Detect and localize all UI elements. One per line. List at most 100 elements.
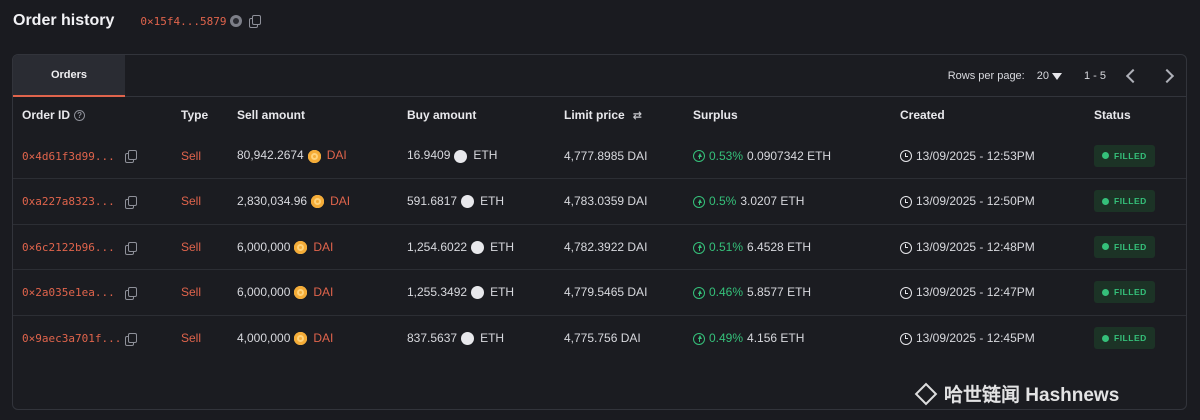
eth-token-icon [471,286,485,300]
clock-icon [900,196,912,209]
buy-amount: 1,255.3492 [407,285,468,300]
copy-order-id-icon[interactable] [124,196,137,210]
clock-icon [900,332,912,345]
col-sell-amount: Sell amount [237,108,306,122]
order-id-link[interactable]: 0×2a035e1ea... [22,286,115,300]
order-id-link[interactable]: 0×6c2122b96... [22,240,115,254]
order-id-cell: 0×2a035e1ea... [13,269,181,315]
status-text: FILLED [1114,150,1147,161]
copy-order-id-icon[interactable] [124,241,137,255]
order-type: Sell [181,148,202,163]
col-limit-price-label: Limit price [564,108,625,122]
status-badge: FILLED [1094,281,1155,304]
eth-token-icon [471,240,485,254]
arrow-up-circle-icon [693,241,705,254]
order-id-cell: 0×4d61f3d99... [13,133,181,179]
dai-token-icon [294,240,308,254]
eth-token-icon [454,149,468,163]
sell-amount: 6,000,000 [237,239,291,254]
created-date: 13/09/2025 - 12:47PM [916,285,1035,300]
col-created: Created [900,108,945,122]
order-type: Sell [181,223,237,270]
sell-token[interactable]: DAI [313,330,334,345]
sell-amount-cell: 2,830,034.96 DAI [237,178,407,224]
table-row[interactable]: 0×4d61f3d99... Sell 80,942.2674 DAI 16.9409 E… [13,133,1186,179]
buy-amount-cell: 837.5637 ETH [407,314,564,361]
sell-token[interactable]: DAI [330,194,351,209]
orders-panel: Orders Rows per page: 20 1 - 5 Order ID?… [12,54,1187,410]
surplus-amount: 5.8577 ETH [747,285,812,300]
copy-order-id-icon[interactable] [124,287,137,301]
surplus-cell: 0.51% 6.4528 ETH [693,223,900,270]
order-type: Sell [181,178,237,224]
status-badge: FILLED [1094,327,1155,349]
surplus-percent: 0.51% [709,239,744,254]
arrow-up-circle-icon [693,150,705,163]
surplus-percent: 0.5% [709,194,737,209]
surplus-percent: 0.53% [709,148,744,163]
order-type: Sell [181,269,237,315]
copy-order-id-icon[interactable] [124,150,137,164]
table-row[interactable]: 0×6c2122b96... Sell 6,000,000 DAI 1,254.6022… [13,223,1186,270]
arrow-up-circle-icon [693,196,705,209]
limit-price: 4,775.756 DAI [564,314,693,361]
surplus-cell: 0.46% 5.8577 ETH [693,269,900,315]
sell-amount: 80,942.2674 [237,148,304,163]
copy-address-icon[interactable] [248,15,262,28]
order-id-link[interactable]: 0xa227a8323... [22,195,115,209]
buy-token[interactable]: ETH [490,239,515,254]
col-surplus: Surplus [693,108,738,122]
sell-amount-cell: 80,942.2674 DAI [237,133,407,179]
info-icon[interactable]: ? [74,110,86,122]
limit-price: 4,779.5465 DAI [564,269,693,315]
status-badge: FILLED [1094,235,1155,258]
tab-orders[interactable]: Orders [13,55,125,97]
eth-token-icon [461,332,475,346]
sell-amount: 2,830,034.96 [237,194,308,209]
created-cell: 13/09/2025 - 12:53PM [900,133,1094,179]
chevron-left-icon[interactable] [1125,68,1141,84]
order-id-link[interactable]: 0×4d61f3d99... [22,149,115,163]
wallet-address[interactable]: 0×15f4...5879 [140,14,227,28]
page-range: 1 - 5 [1083,70,1106,82]
sell-token[interactable]: DAI [313,285,334,300]
created-cell: 13/09/2025 - 12:48PM [900,223,1094,270]
buy-amount: 16.9409 [407,148,451,163]
chevron-right-icon[interactable] [1159,68,1175,84]
rows-per-page-select[interactable]: 20 [1037,70,1062,82]
table-row[interactable]: 0xa227a8323... Sell 2,830,034.96 DAI 591.681… [13,178,1186,224]
surplus-amount: 4.156 ETH [747,331,805,345]
col-buy-amount: Buy amount [407,108,477,122]
panel-header: Orders Rows per page: 20 1 - 5 [13,55,1186,97]
clock-icon [900,241,912,254]
order-id-cell: 0×9aec3a701f... [13,314,181,361]
order-id-link[interactable]: 0×9aec3a701f... [22,332,122,345]
clock-icon [900,287,912,300]
sell-token[interactable]: DAI [326,148,347,163]
sell-amount-cell: 6,000,000 DAI [237,223,407,270]
pagination: Rows per page: 20 1 - 5 [948,55,1175,97]
created-date: 13/09/2025 - 12:45PM [916,331,1035,345]
col-limit-price: Limit price ⇄ [564,97,693,133]
status-text: FILLED [1114,196,1147,207]
swap-icon[interactable]: ⇄ [632,110,642,122]
surplus-percent: 0.49% [709,331,744,345]
created-cell: 13/09/2025 - 12:45PM [900,314,1094,361]
buy-token[interactable]: ETH [490,285,515,300]
buy-token[interactable]: ETH [480,330,505,345]
buy-token[interactable]: ETH [473,148,498,163]
copy-order-id-icon[interactable] [124,332,137,346]
status-badge: FILLED [1094,190,1155,213]
col-type: Type [181,108,209,122]
table-row[interactable]: 0×2a035e1ea... Sell 6,000,000 DAI 1,255.3492… [13,269,1186,315]
watermark-logo-icon [914,382,938,405]
buy-token[interactable]: ETH [480,194,505,209]
status-dot-icon [1102,243,1109,251]
table-row[interactable]: 0×9aec3a701f... Sell 4,000,000 DAI 837.5637 E… [13,314,1186,361]
created-cell: 13/09/2025 - 12:47PM [900,269,1094,315]
surplus-amount: 0.0907342 ETH [747,148,832,163]
col-order-id-label: Order ID [22,108,71,122]
buy-amount-cell: 1,254.6022 ETH [407,223,564,270]
buy-amount-cell: 16.9409 ETH [407,133,564,179]
sell-token[interactable]: DAI [313,239,334,254]
